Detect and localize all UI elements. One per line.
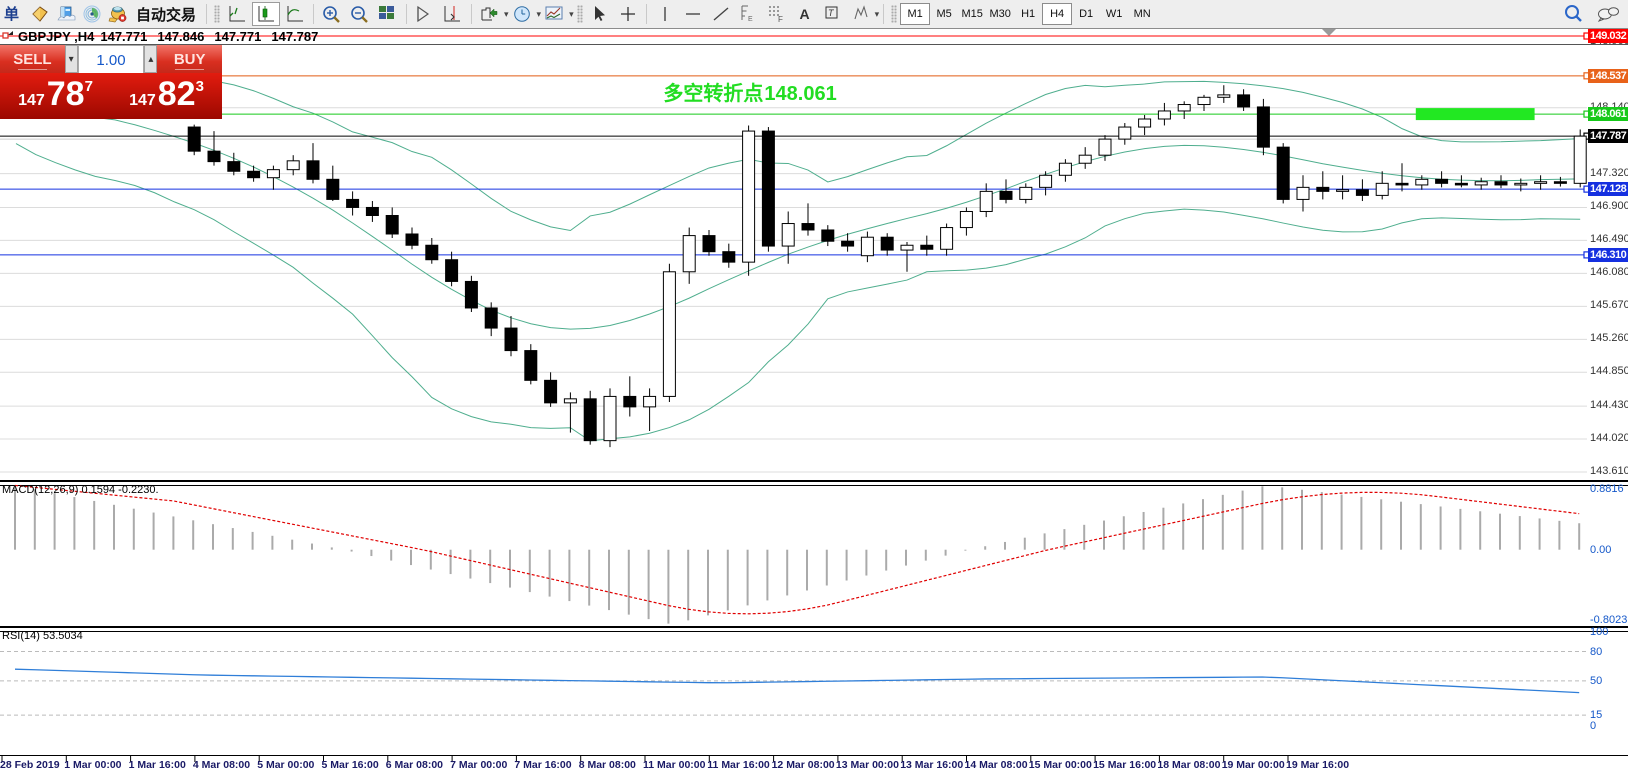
svg-text:148.061: 148.061 [764, 83, 836, 105]
svg-text:E: E [748, 16, 753, 23]
svg-text:多空转折点: 多空转折点 [663, 81, 763, 105]
svg-text:RSI(14) 53.5034: RSI(14) 53.5034 [2, 630, 83, 642]
svg-text:F: F [778, 15, 783, 23]
svg-text:MACD(12,26,9) 0.1594 -0.2230.: MACD(12,26,9) 0.1594 -0.2230. [2, 484, 159, 496]
svg-text:T: T [828, 8, 835, 18]
svg-text:单: 单 [4, 5, 19, 23]
